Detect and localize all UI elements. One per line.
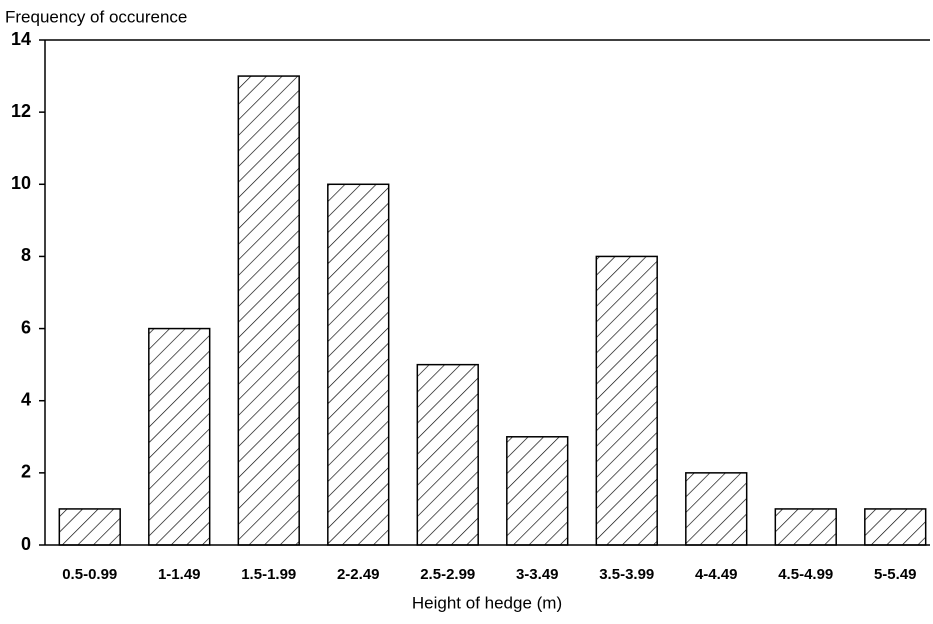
x-tick-label: 4.5-4.99 [778,566,833,583]
bar [685,472,748,546]
x-tick-label: 0.5-0.99 [62,566,117,583]
x-tick-label: 3.5-3.99 [599,566,654,583]
x-tick-label: 1.5-1.99 [241,566,296,583]
y-tick-label: 10 [11,173,31,193]
x-tick-label: 1-1.49 [158,566,201,583]
bar [506,436,569,546]
y-tick-label: 8 [21,245,31,265]
x-tick-label: 5-5.49 [874,566,917,583]
y-tick-label: 6 [21,317,31,337]
x-tick-label: 4-4.49 [695,566,738,583]
bar [58,508,121,546]
bar [595,255,658,546]
x-axis-label: Height of hedge (m) [412,593,562,612]
bar [416,363,479,546]
bar [237,75,300,546]
bar [327,183,390,546]
y-tick-label: 12 [11,101,31,121]
y-tick-label: 14 [11,29,31,49]
y-tick-label: 2 [21,462,31,482]
y-tick-label: 0 [21,534,31,554]
x-tick-label: 2-2.49 [337,566,380,583]
y-axis-label: Frequency of occurence [5,7,187,26]
bar [148,327,211,546]
bar [774,508,837,546]
bar [864,508,927,546]
y-tick-label: 4 [21,389,31,409]
x-tick-label: 2.5-2.99 [420,566,475,583]
x-tick-label: 3-3.49 [516,566,559,583]
